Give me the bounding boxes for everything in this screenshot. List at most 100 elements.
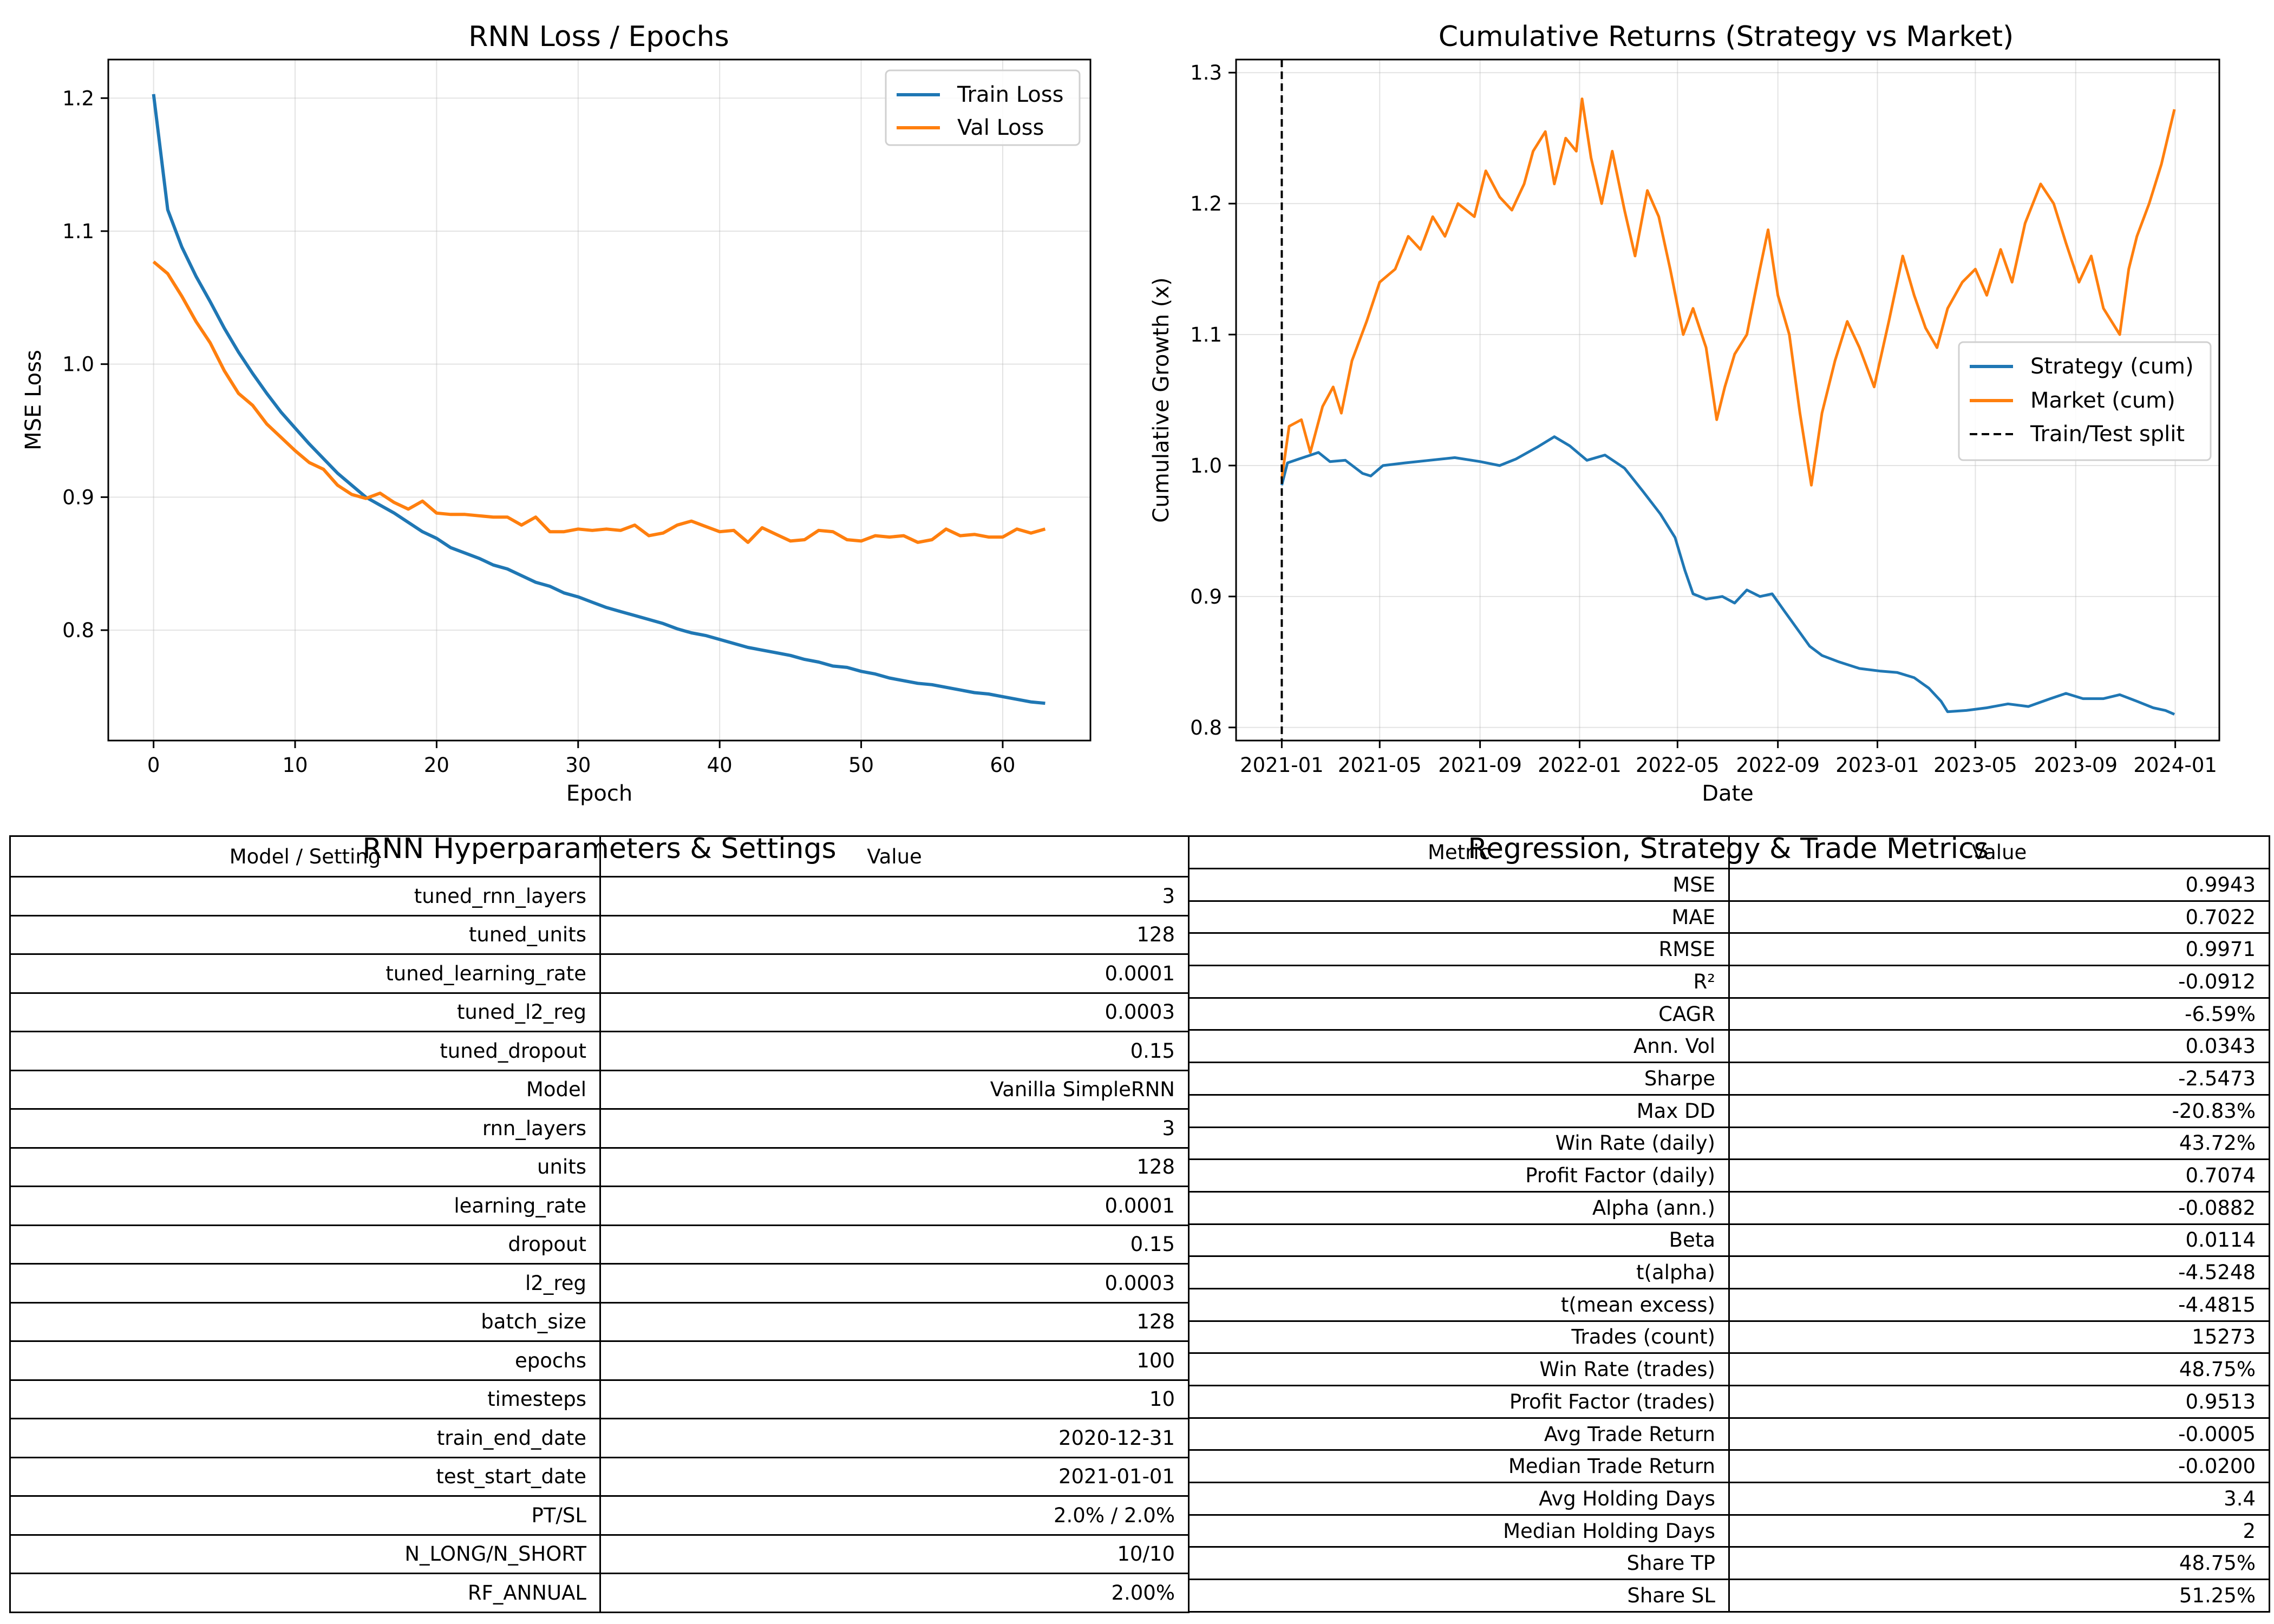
hyper-row: timesteps 10: [9, 1379, 1190, 1419]
loss-x-tick-label: 20: [424, 754, 449, 777]
hyper-row: batch_size 128: [9, 1301, 1190, 1342]
hyper-key-cell: tuned_rnn_layers: [9, 876, 601, 916]
hyper-row: l2_reg 0.0003: [9, 1263, 1190, 1304]
hyper-key-cell: N_LONG/N_SHORT: [9, 1534, 601, 1574]
hyper-row: PT/SL 2.0% / 2.0%: [9, 1495, 1190, 1536]
hyper-key-cell: timesteps: [9, 1379, 601, 1419]
returns-legend-box: [1958, 341, 2212, 461]
metrics-value-cell: 3.4: [1728, 1482, 2270, 1516]
returns-y-tick-label: 1.3: [1190, 61, 1222, 84]
metrics-value-cell: 0.7074: [1728, 1158, 2270, 1193]
hyper-value-cell: 0.15: [599, 1224, 1190, 1265]
metrics-key-cell: Avg Holding Days: [1188, 1482, 1730, 1516]
metrics-value-cell: 0.9971: [1728, 932, 2270, 967]
hyper-key-cell: rnn_layers: [9, 1108, 601, 1149]
hyper-key-cell: train_end_date: [9, 1418, 601, 1458]
hyper-row: epochs 100: [9, 1340, 1190, 1381]
hyper-row: train_end_date 2020-12-31: [9, 1418, 1190, 1458]
loss-x-tick-label: 40: [707, 754, 733, 777]
loss-y-tick-label: 0.9: [62, 486, 94, 509]
loss-legend: Train Loss Val Loss: [885, 69, 1081, 146]
metrics-value-cell: 0.9943: [1728, 868, 2270, 902]
val-loss-line: [152, 260, 1046, 544]
metrics-key-cell: CAGR: [1188, 997, 1730, 1031]
returns-x-tick-label: 2022-05: [1636, 754, 1720, 777]
hyper-row: Model Vanilla SimpleRNN: [9, 1069, 1190, 1110]
hyper-row: RF_ANNUAL 2.00%: [9, 1573, 1190, 1613]
hyper-value-cell: 0.0003: [599, 992, 1190, 1032]
metrics-key-cell: R²: [1188, 965, 1730, 999]
metrics-value-cell: -2.5473: [1728, 1062, 2270, 1096]
returns-x-tick-label: 2023-05: [1933, 754, 2017, 777]
metrics-row: Ann. Vol 0.0343: [1188, 1029, 2270, 1064]
hyper-row: dropout 0.15: [9, 1224, 1190, 1265]
metrics-row: Trades (count) 15273: [1188, 1320, 2270, 1354]
loss-x-tick-label: 30: [565, 754, 591, 777]
loss-y-axis-label: MSE Loss: [21, 350, 46, 450]
metrics-key-cell: Beta: [1188, 1223, 1730, 1258]
metrics-row: Profit Factor (trades) 0.9513: [1188, 1385, 2270, 1419]
loss-grid: [108, 60, 1090, 741]
returns-x-tick-label: 2024-01: [2133, 754, 2217, 777]
loss-plot-frame: [107, 58, 1092, 742]
hyper-value-cell: 0.0003: [599, 1263, 1190, 1304]
returns-x-tick-label: 2022-01: [1538, 754, 1622, 777]
hyper-row: learning_rate 0.0001: [9, 1186, 1190, 1226]
hyper-value-cell: 10: [599, 1379, 1190, 1419]
metrics-value-cell: 0.9513: [1728, 1385, 2270, 1419]
hyper-value-cell: 0.0001: [599, 953, 1190, 994]
metrics-key-cell: Median Holding Days: [1188, 1514, 1730, 1548]
metrics-key-cell: Win Rate (trades): [1188, 1352, 1730, 1386]
legend-train-label: Train Loss: [957, 82, 1063, 107]
metrics-row: MSE 0.9943: [1188, 868, 2270, 902]
returns-lines: [1280, 60, 2176, 741]
hyper-value-cell: 10/10: [599, 1534, 1190, 1574]
hyper-value-cell: 128: [599, 1301, 1190, 1342]
metrics-value-cell: 15273: [1728, 1320, 2270, 1354]
metrics-key-cell: Alpha (ann.): [1188, 1190, 1730, 1225]
metrics-key-cell: Sharpe: [1188, 1062, 1730, 1096]
legend-market-label: Market (cum): [2030, 388, 2175, 413]
legend-strategy-label: Strategy (cum): [2030, 354, 2194, 379]
metrics-key-cell: Win Rate (daily): [1188, 1126, 1730, 1161]
hyper-value-cell: 3: [599, 876, 1190, 916]
hyper-value-cell: 128: [599, 1147, 1190, 1187]
hyper-row: test_start_date 2021-01-01: [9, 1456, 1190, 1497]
metrics-value-cell: -0.0882: [1728, 1190, 2270, 1225]
metrics-value-cell: 48.75%: [1728, 1352, 2270, 1386]
loss-x-axis-label: Epoch: [566, 781, 632, 806]
hyper-value-cell: 2021-01-01: [599, 1456, 1190, 1497]
hyper-row: tuned_learning_rate 0.0001: [9, 953, 1190, 994]
metrics-row: CAGR -6.59%: [1188, 997, 2270, 1031]
loss-x-tick-label: 60: [990, 754, 1015, 777]
hyper-key-cell: epochs: [9, 1340, 601, 1381]
metrics-key-cell: Profit Factor (daily): [1188, 1158, 1730, 1193]
metrics-key-cell: MAE: [1188, 900, 1730, 934]
metrics-key-cell: Trades (count): [1188, 1320, 1730, 1354]
returns-x-tick-label: 2023-01: [1835, 754, 1919, 777]
returns-x-axis-label: Date: [1702, 781, 1754, 806]
loss-y-tick-label: 1.2: [62, 87, 94, 110]
metrics-key-cell: Avg Trade Return: [1188, 1417, 1730, 1451]
hyper-key-cell: units: [9, 1147, 601, 1187]
metrics-value-cell: -0.0005: [1728, 1417, 2270, 1451]
returns-y-tick-label: 1.2: [1190, 192, 1222, 215]
strategy-cum-line: [1280, 435, 2175, 716]
metrics-key-cell: Median Trade Return: [1188, 1449, 1730, 1484]
returns-x-tick-label: 2023-09: [2034, 754, 2118, 777]
hyper-key-cell: tuned_dropout: [9, 1031, 601, 1071]
hyper-header-row: Model / Setting Value: [9, 835, 1190, 878]
hyper-key-cell: RF_ANNUAL: [9, 1573, 601, 1613]
loss-chart-title: RNN Loss / Epochs: [468, 21, 729, 53]
hyper-key-cell: test_start_date: [9, 1456, 601, 1497]
market-cum-line: [1280, 97, 2176, 487]
loss-y-tick-label: 0.8: [62, 619, 94, 642]
returns-chart-title: Cumulative Returns (Strategy vs Market): [1438, 21, 2014, 53]
hyper-value-cell: 0.15: [599, 1031, 1190, 1071]
metrics-row: Avg Trade Return -0.0005: [1188, 1417, 2270, 1451]
hyper-key-cell: batch_size: [9, 1301, 601, 1342]
returns-x-tick-label: 2021-09: [1438, 754, 1522, 777]
hyper-row: units 128: [9, 1147, 1190, 1187]
returns-ticks: 2021-01 2021-05 2021-09 2022-01 2022-05 2022-…: [1190, 61, 2217, 777]
hyper-key-cell: tuned_l2_reg: [9, 992, 601, 1032]
